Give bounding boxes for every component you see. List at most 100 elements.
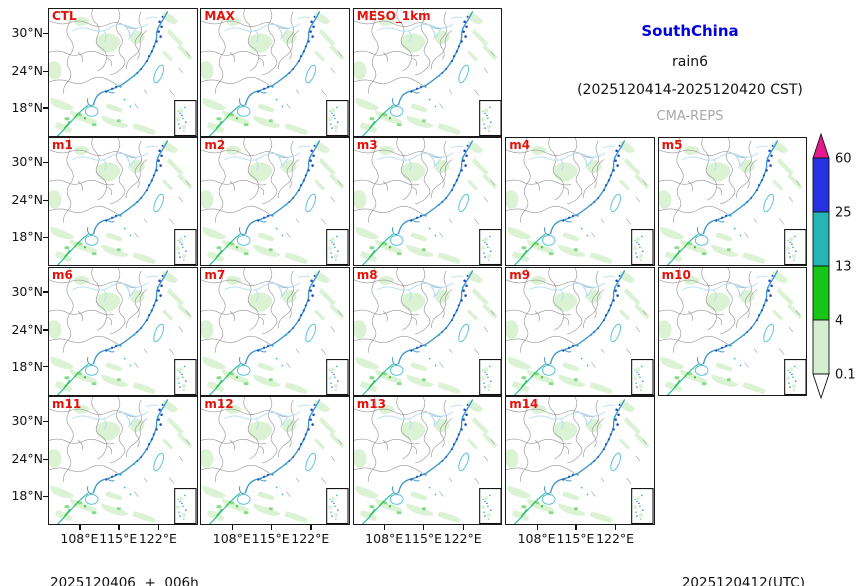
y-tick-mark [43,420,48,422]
x-tick-mark [118,525,120,530]
y-tick-label: 18°N [11,358,43,374]
colorbar-segment [812,211,830,267]
x-tick-label: 108°E [365,531,404,546]
y-tick-label: 24°N [11,451,43,467]
y-tick-label: 18°N [11,229,43,245]
colorbar-tick-label: 25 [835,206,852,221]
colorbar-arrow [812,132,830,159]
map-art [353,9,502,136]
y-tick-label: 18°N [11,99,43,115]
valid-time-utc: 2025120412(UTC) [681,574,805,586]
colorbar-tick-label: 13 [835,260,852,275]
init-time-line-1: 2025120406 + 006h [50,574,199,586]
title-block: SouthChina rain6 (2025120414-2025120420 … [525,14,855,124]
x-tick-mark [79,525,81,530]
map-panel: m8 [352,266,503,396]
y-tick-mark [43,107,48,109]
map-art [201,397,349,525]
map-art [353,267,502,395]
map-panel: CTL [48,8,198,137]
y-tick-mark [43,366,48,368]
y-tick-label: 24°N [11,321,43,337]
map-panel: m3 [352,137,503,267]
y-tick-label: 18°N [11,488,43,504]
map-art [49,397,197,525]
x-tick-label: 115°E [556,531,595,546]
map-art [506,267,654,395]
map-art [506,138,654,266]
panel-label: m1 [52,138,73,153]
y-tick-mark [43,495,48,497]
map-art [506,397,654,525]
map-panel: MESO_1km [352,8,503,137]
panel-label: m10 [661,267,691,282]
panel-label: CTL [52,9,77,23]
map-art [658,267,807,395]
region-title: SouthChina [641,22,739,40]
x-tick-mark [423,525,425,530]
x-tick-mark [462,525,464,530]
map-panel: MAX [200,8,350,137]
y-tick-label: 30°N [11,25,43,40]
variable-title: rain6 [671,54,708,70]
map-panel: m10 [657,266,808,396]
map-panel: m13 [352,396,503,526]
y-tick-mark [43,458,48,461]
x-tick-label: 122°E [443,531,482,546]
map-art [201,138,349,266]
colorbar-tick-label: 0.1 [835,368,856,383]
map-panel: m2 [200,137,350,267]
x-tick-label: 122°E [138,531,177,546]
colorbar-segment [812,157,830,213]
panel-label: m5 [661,138,683,153]
y-tick-label: 30°N [11,283,43,299]
model-name: CMA-REPS [656,109,724,124]
panel-label: m2 [204,138,226,153]
x-tick-label: 115°E [99,531,138,546]
x-tick-mark [536,525,538,530]
y-tick-mark [43,236,48,239]
colorbar-tick-label: 4 [835,314,843,329]
panel-label: m4 [509,138,531,153]
x-tick-label: 108°E [212,531,251,546]
x-tick-mark [157,525,160,530]
footer-init-times: 2025120406 + 006h 2025120414 + 006h [50,546,199,586]
panel-label: m7 [204,267,226,282]
valid-period: (2025120414-2025120420 CST) [577,82,803,98]
map-art [201,9,349,136]
panel-label: m6 [52,267,73,282]
x-tick-label: 108°E [517,531,556,546]
map-art [49,138,197,266]
x-tick-mark [575,525,577,530]
panel-label: m11 [52,397,82,412]
footer-valid-times: 2025120412(UTC) 2025120420(CST) [682,546,805,586]
x-tick-label: 122°E [596,531,635,546]
colorbar-segment [812,319,830,375]
map-panel: m11 [48,396,198,526]
map-panel: m4 [505,137,655,267]
x-tick-label: 115°E [251,531,290,546]
panel-label: MAX [204,9,235,23]
y-tick-mark [43,70,48,72]
y-tick-mark [43,291,48,293]
x-tick-label: 108°E [60,531,99,546]
colorbar-tick-label: 60 [835,152,852,167]
y-tick-mark [43,32,48,34]
panel-label: MESO_1km [356,9,431,23]
panel-label: m8 [356,267,378,282]
y-tick-label: 24°N [11,192,43,208]
map-art [201,267,349,395]
map-panel: m7 [200,266,350,396]
map-panel: m9 [505,266,655,396]
colorbar-segment [812,265,830,321]
x-tick-label: 122°E [291,531,330,546]
panel-label: m3 [356,138,378,153]
y-tick-mark [43,329,48,331]
map-panel: m14 [505,396,655,526]
map-art [353,138,502,266]
x-tick-mark [384,525,386,530]
x-tick-mark [270,525,272,530]
map-panel: m1 [48,137,198,267]
colorbar-arrow [812,373,830,400]
